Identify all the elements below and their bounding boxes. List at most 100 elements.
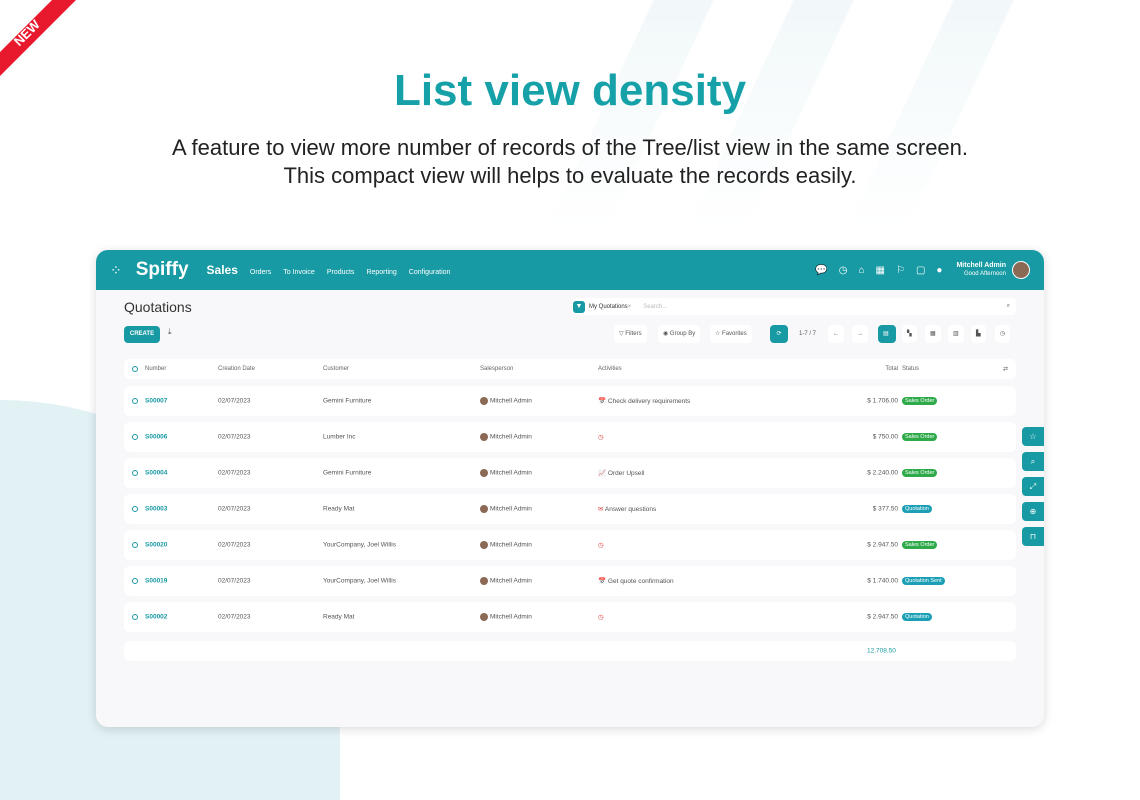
clock-icon: ◷ [598,542,604,549]
next-page-button[interactable]: → [852,325,868,343]
col-activities[interactable]: Activities [598,366,622,372]
table-row[interactable]: S00006 02/07/2023 Lumber Inc Mitchell Ad… [124,422,1016,452]
activity-view-icon[interactable]: ◷ [995,325,1011,343]
salesperson: Mitchell Admin [480,541,532,549]
refresh-button[interactable]: ⟳ [770,325,788,343]
customer: Ready Mat [323,613,355,621]
customer: Gemini Furniture [323,397,372,405]
creation-date: 02/07/2023 [218,505,251,513]
note-icon[interactable]: ▢ [915,264,926,276]
order-number[interactable]: S00006 [145,433,168,441]
top-navbar: ⁘ Spiffy Sales Orders To Invoice Products R… [96,250,1044,290]
nav-products[interactable]: Products [326,269,355,276]
search-side-button[interactable]: ⌕ [1022,452,1044,471]
creation-date: 02/07/2023 [218,613,251,621]
salesperson: Mitchell Admin [480,469,532,477]
avatar[interactable] [1012,261,1030,279]
column-settings-icon[interactable]: ⇄ [1002,366,1008,373]
sign-icon[interactable]: ⚐ [896,264,905,276]
bulb-icon[interactable]: ● [936,264,943,276]
activities-icon[interactable]: ◷ [838,264,848,276]
table-row[interactable]: S00002 02/07/2023 Ready Mat Mitchell Adm… [124,602,1016,632]
create-button[interactable]: CREATE [124,326,160,343]
headline: List view density [393,66,747,115]
favorites-button[interactable]: ☆ Favorites [710,325,752,343]
nav-to-invoice[interactable]: To Invoice [283,269,315,276]
order-number[interactable]: S00020 [145,541,168,549]
salesperson: Mitchell Admin [480,397,532,405]
nav-reporting[interactable]: Reporting [366,269,397,276]
creation-date: 02/07/2023 [218,433,251,441]
status-badge: Sales Order [902,541,938,549]
nav-orders[interactable]: Orders [249,269,272,276]
activity[interactable]: 📅 Get quote confirmation [598,578,674,585]
table-row[interactable]: S00003 02/07/2023 Ready Mat Mitchell Adm… [124,494,1016,524]
row-checkbox[interactable] [132,398,138,404]
nav-configuration[interactable]: Configuration [408,269,451,276]
expand-side-button[interactable]: ⤢ [1022,477,1044,496]
activity[interactable]: ✉ Answer questions [598,506,657,513]
filters-button[interactable]: ▽ Filters [614,325,647,343]
kanban-view-icon[interactable]: ▚ [902,325,917,343]
star-side-button[interactable]: ☆ [1022,427,1044,446]
select-all-checkbox[interactable] [132,366,138,372]
status-badge: Quotation [902,613,932,621]
customer: YourCompany, Joel Willis [323,577,396,585]
pivot-view-icon[interactable]: ▥ [948,325,964,343]
calculator-icon[interactable]: ▦ [875,264,885,276]
row-checkbox[interactable] [132,578,138,584]
total-row: 12.708.50 [124,641,1016,661]
order-number[interactable]: S00002 [145,613,168,621]
search-input[interactable]: Search... [643,303,668,310]
status-badge: Sales Order [902,433,938,441]
col-date[interactable]: Creation Date [218,366,256,372]
row-checkbox[interactable] [132,434,138,440]
activity[interactable]: ◷ [598,541,604,549]
table-row[interactable]: S00019 02/07/2023 YourCompany, Joel Will… [124,566,1016,596]
order-number[interactable]: S00019 [145,577,168,585]
group-by-button[interactable]: ◉ Group By [658,325,701,343]
table-row[interactable]: S00007 02/07/2023 Gemini Furniture Mitch… [124,386,1016,416]
module-name[interactable]: Sales [206,263,238,277]
prev-page-button[interactable]: ← [828,325,844,343]
salesperson-avatar [480,397,488,405]
activity[interactable]: ◷ [598,433,604,441]
row-checkbox[interactable] [132,614,138,620]
calendar-view-icon[interactable]: ▦ [925,325,941,343]
status-badge: Quotation [902,505,932,513]
row-checkbox[interactable] [132,506,138,512]
page-title: Quotations [124,299,192,315]
activity[interactable]: ◷ [598,613,604,621]
row-checkbox[interactable] [132,470,138,476]
search-icon[interactable]: ⌕ [1006,303,1010,309]
user-menu[interactable]: Mitchell Admin Good Afternoon [956,262,1006,277]
activity[interactable]: 📈 Order Upsell [598,470,645,477]
search-bar[interactable]: ▼ My Quotations × Search... ⌕ [572,298,1016,315]
salesperson-avatar [480,541,488,549]
col-status[interactable]: Status [902,366,920,372]
creation-date: 02/07/2023 [218,541,251,549]
list-view-icon[interactable]: ▤ [878,325,896,343]
zoom-side-button[interactable]: ⊕ [1022,502,1044,521]
col-customer[interactable]: Customer [323,366,350,372]
apps-menu-icon[interactable]: ⁘ [110,261,122,278]
table-row[interactable]: S00004 02/07/2023 Gemini Furniture Mitch… [124,458,1016,488]
table-row[interactable]: S00020 02/07/2023 YourCompany, Joel Will… [124,530,1016,560]
customer: YourCompany, Joel Willis [323,541,396,549]
salesperson-avatar [480,469,488,477]
order-number[interactable]: S00003 [145,505,168,513]
bookmark-side-button[interactable]: ⊓ [1022,527,1044,546]
order-number[interactable]: S00007 [145,397,168,405]
messages-icon[interactable]: 💬 [815,264,828,276]
salesperson-avatar [480,577,488,585]
bank-icon[interactable]: ⌂ [858,264,865,276]
col-total[interactable]: Total [885,366,898,372]
graph-view-icon[interactable]: ▙ [971,325,986,343]
activity[interactable]: 📅 Check delivery requirements [598,398,691,405]
row-checkbox[interactable] [132,542,138,548]
col-number[interactable]: Number [145,366,167,372]
order-number[interactable]: S00004 [145,469,168,477]
download-icon[interactable]: ⤓ [168,327,172,336]
filter-tag[interactable]: My Quotations [589,303,628,310]
col-salesperson[interactable]: Salesperson [480,366,514,372]
